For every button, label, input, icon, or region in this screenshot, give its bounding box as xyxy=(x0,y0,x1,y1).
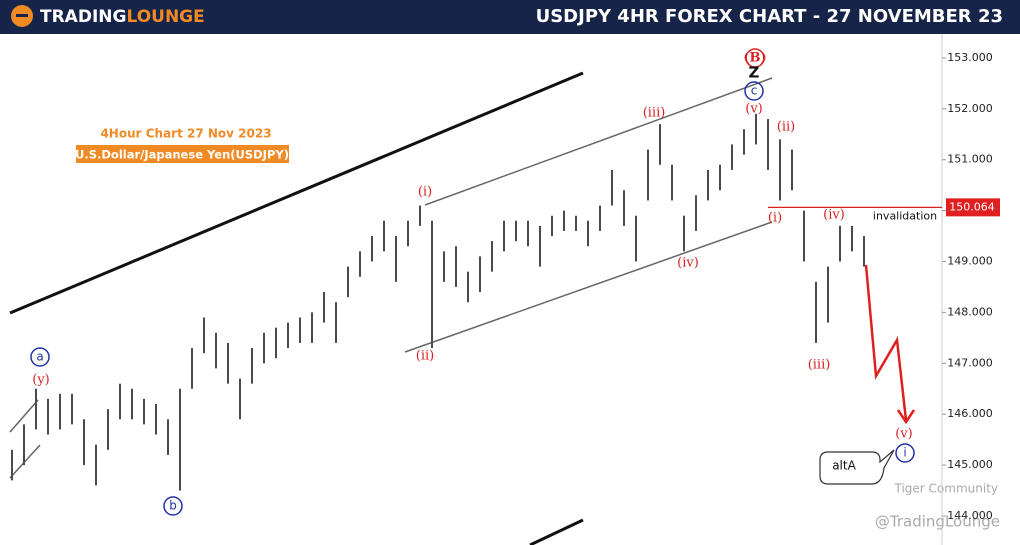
logo-part: Lounge xyxy=(126,7,204,27)
wave-label: Z xyxy=(749,64,760,82)
logo-icon-mark xyxy=(16,14,28,17)
channel-line xyxy=(404,221,773,353)
logo-part: Trading xyxy=(40,7,126,27)
projection-arrow xyxy=(864,264,908,421)
instrument: U.S.Dollar/Japanese Yen(USDJPY) xyxy=(75,148,289,162)
wave-label: i xyxy=(903,446,906,460)
trendline xyxy=(529,518,584,545)
chart-title: USDJPY 4HR FOREX CHART - 27 NOVEMBER 23 xyxy=(536,6,1003,27)
callout-label: altA xyxy=(832,459,856,473)
chart-subtitle: 4Hour Chart 27 Nov 2023 xyxy=(100,127,271,141)
watermark: @TradingLounge xyxy=(875,513,1000,531)
y-tick-label: 151.000 xyxy=(947,153,993,166)
header-bar xyxy=(0,0,1020,34)
wave-label: (i) xyxy=(768,211,782,226)
y-tick-label: 148.000 xyxy=(947,305,993,318)
channel-line xyxy=(9,399,39,433)
wave-circle xyxy=(163,496,183,516)
wave-label: (iii) xyxy=(808,358,831,373)
y-tick-label: 152.000 xyxy=(947,102,993,115)
callout xyxy=(819,449,895,485)
instrument-box xyxy=(76,145,289,163)
trendline xyxy=(9,71,584,315)
wave-label: (iv) xyxy=(677,256,699,271)
wave-label: (i) xyxy=(418,185,432,200)
y-tick-label: 149.000 xyxy=(947,255,993,268)
wave-label: (y) xyxy=(32,373,50,388)
wave-label: (iii) xyxy=(643,106,666,121)
price-tag xyxy=(946,198,1000,217)
wave-label: c xyxy=(751,84,758,98)
wave-label: (v) xyxy=(745,102,763,117)
wave-label: (v) xyxy=(895,427,913,442)
wave-label: (ii) xyxy=(777,120,795,135)
watermark: Tiger Community xyxy=(894,482,999,496)
y-tick-label: 145.000 xyxy=(947,458,993,471)
y-tick-label: 146.000 xyxy=(947,407,993,420)
wave-label: b xyxy=(169,499,177,513)
plot xyxy=(9,71,865,545)
invalidation-label: invalidation xyxy=(873,209,937,222)
wave-circle xyxy=(744,81,764,101)
logo: TradingLounge xyxy=(40,7,205,27)
projection-arrowhead xyxy=(896,409,916,425)
y-tick-label: 144.000 xyxy=(947,509,993,522)
price-tag-label: 150.064 xyxy=(949,200,995,213)
wave-circle xyxy=(30,347,50,367)
wave-label: (iv) xyxy=(823,208,845,223)
wave-label: (ii) xyxy=(416,349,434,364)
wave-label: (B) xyxy=(743,51,766,66)
y-tick-label: 153.000 xyxy=(947,51,993,64)
y-tick-label: 147.000 xyxy=(947,356,993,369)
wave-label: a xyxy=(36,350,43,364)
channel-line xyxy=(424,77,773,206)
wave-circle xyxy=(895,443,915,463)
wave-circle xyxy=(745,48,765,68)
